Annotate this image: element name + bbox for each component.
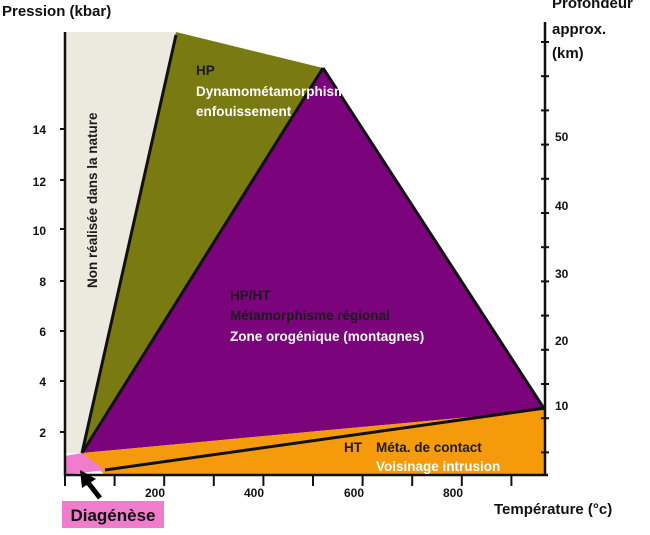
depth-tick-labels: 50 40 30 20 10 bbox=[555, 130, 569, 413]
label-meta-de-contact: Méta. de contact bbox=[376, 440, 482, 455]
label-hp: HP bbox=[196, 63, 215, 78]
depth-tick-label: 50 bbox=[555, 130, 569, 144]
zone-hpht bbox=[82, 68, 545, 453]
x-tick-label: 600 bbox=[344, 486, 364, 500]
y-tick-label: 6 bbox=[39, 325, 46, 339]
x-tick-label: 800 bbox=[443, 486, 463, 500]
y-tick-label: 10 bbox=[33, 224, 47, 238]
x-axis-title: Température (°c) bbox=[494, 501, 612, 518]
y-tick-label: 2 bbox=[39, 426, 46, 440]
depth-title-line-1: Profondeur bbox=[552, 0, 633, 12]
axes bbox=[63, 22, 548, 477]
zone-boundaries bbox=[80, 34, 547, 472]
depth-tick-label: 10 bbox=[555, 399, 569, 413]
boundary-line-2 bbox=[80, 67, 325, 454]
depth-tick-marks bbox=[541, 41, 549, 454]
depth-tick-label: 40 bbox=[555, 199, 569, 213]
diagenese-arrowhead-icon bbox=[80, 470, 96, 488]
y-tick-label: 8 bbox=[39, 275, 46, 289]
boundary-line-3 bbox=[321, 67, 547, 411]
boundary-line-4 bbox=[104, 406, 546, 472]
y-tick-marks bbox=[60, 128, 65, 433]
x-tick-labels: 200 400 600 800 bbox=[145, 486, 463, 500]
x-tick-label: 200 bbox=[145, 486, 165, 500]
label-ht: HT bbox=[344, 440, 363, 455]
zone-ht bbox=[82, 410, 545, 475]
y-tick-label: 12 bbox=[33, 175, 47, 189]
label-metamorphisme-regional: Métamorphisme régional bbox=[230, 308, 390, 323]
y-tick-labels: 14 12 10 8 6 4 2 bbox=[33, 123, 47, 440]
label-hpht: HP/HT bbox=[230, 288, 271, 303]
y-tick-label: 4 bbox=[39, 375, 46, 389]
label-hp-enfouissement: enfouissement bbox=[196, 104, 292, 119]
diagenese-label-box bbox=[62, 501, 164, 528]
x-tick-marks bbox=[64, 475, 513, 486]
zone-hp bbox=[82, 32, 323, 453]
label-zone-orogenique: Zone orogénique (montagnes) bbox=[230, 329, 424, 344]
label-diagenese: Diagénèse bbox=[70, 506, 155, 525]
y-tick-label: 14 bbox=[33, 123, 47, 137]
depth-title-line-2: approx. bbox=[552, 21, 606, 38]
label-hp-dynamometamorphisme: Dynamométamorphisme bbox=[196, 84, 354, 99]
boundary-line-1 bbox=[80, 34, 178, 454]
depth-title-line-3: (km) bbox=[552, 45, 584, 62]
label-non-realisee: Non réalisée dans la nature bbox=[85, 112, 100, 288]
depth-tick-label: 30 bbox=[555, 267, 569, 281]
x-tick-label: 400 bbox=[244, 486, 264, 500]
depth-tick-label: 20 bbox=[555, 334, 569, 348]
y-axis-title: Pression (kbar) bbox=[2, 3, 111, 20]
zone-diagenese bbox=[65, 453, 105, 475]
label-voisinage-intrusion: Voisinage intrusion bbox=[376, 459, 500, 474]
zone-non-realisee bbox=[65, 32, 176, 453]
